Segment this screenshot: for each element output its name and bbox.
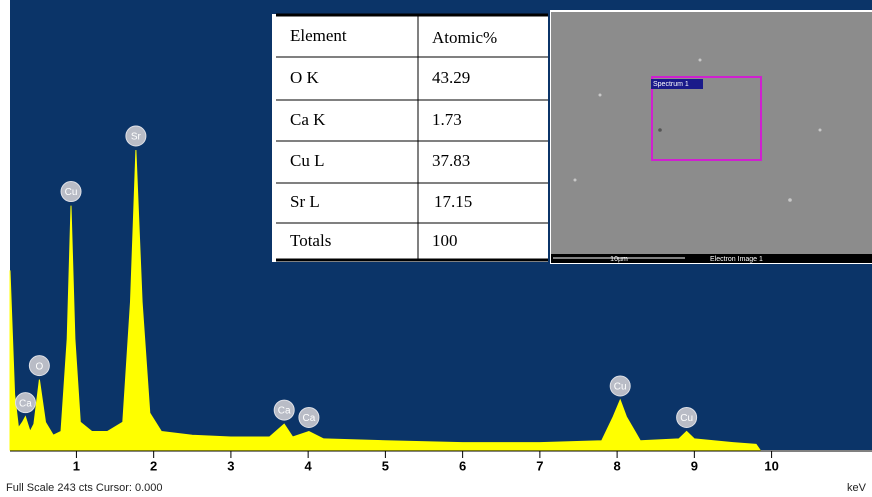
peak-label: Cu — [65, 187, 78, 198]
sem-particle — [819, 129, 822, 132]
peak-label: Ca — [303, 413, 316, 424]
x-tick-label: 10 — [764, 458, 778, 473]
sem-image: Spectrum 1 10µm Electron Image 1 — [550, 10, 872, 264]
table-header: Atomic% — [432, 28, 497, 47]
x-axis-label: keV — [847, 482, 867, 494]
table-cell: Cu L — [290, 151, 324, 170]
table-cell: 37.83 — [432, 151, 470, 170]
x-tick-label: 9 — [691, 458, 698, 473]
table-cell: 100 — [432, 231, 458, 250]
peak-label: Cu — [614, 382, 627, 393]
sem-particle — [699, 59, 702, 62]
x-tick-label: 8 — [613, 458, 620, 473]
results-table: Element Atomic% O K 43.29 Ca K 1.73 Cu L… — [272, 14, 548, 262]
peak-label: Sr — [131, 132, 142, 143]
sem-particle — [574, 179, 577, 182]
peak-label: O — [35, 361, 43, 372]
table-header: Element — [290, 26, 347, 45]
spectrum-label: Spectrum 1 — [653, 81, 689, 88]
sem-caption: Electron Image 1 — [710, 256, 763, 263]
footer: Full Scale 243 cts Cursor: 0.000 — [6, 482, 163, 494]
table-cell: 1.73 — [432, 110, 462, 129]
x-tick-label: 4 — [305, 458, 313, 473]
table-cell: 17.15 — [434, 192, 472, 211]
peak-label: Ca — [19, 398, 32, 409]
table-cell: O K — [290, 68, 320, 87]
sem-particle — [788, 198, 792, 202]
table-background — [272, 14, 548, 262]
table-cell: Ca K — [290, 110, 326, 129]
peak-label: Cu — [680, 413, 693, 424]
x-tick-label: 2 — [150, 458, 157, 473]
table-cell: Sr L — [290, 192, 320, 211]
peak-label: Ca — [278, 406, 291, 417]
table-cell: Totals — [290, 231, 331, 250]
x-tick-label: 3 — [227, 458, 234, 473]
x-tick-label: 6 — [459, 458, 466, 473]
sem-picture — [551, 12, 872, 254]
x-tick-label: 7 — [536, 458, 543, 473]
x-tick-label: 1 — [73, 458, 80, 473]
sem-particle — [599, 94, 602, 97]
sem-particle — [658, 128, 662, 132]
x-tick-label: 5 — [382, 458, 389, 473]
eds-figure: Full Scale 243 cts Cursor: 0.000 keV 1 2 3… — [0, 0, 872, 497]
scale-label: 10µm — [610, 256, 628, 263]
chart: Full Scale 243 cts Cursor: 0.000 keV 1 2 3… — [0, 0, 872, 497]
table-cell: 43.29 — [432, 68, 470, 87]
